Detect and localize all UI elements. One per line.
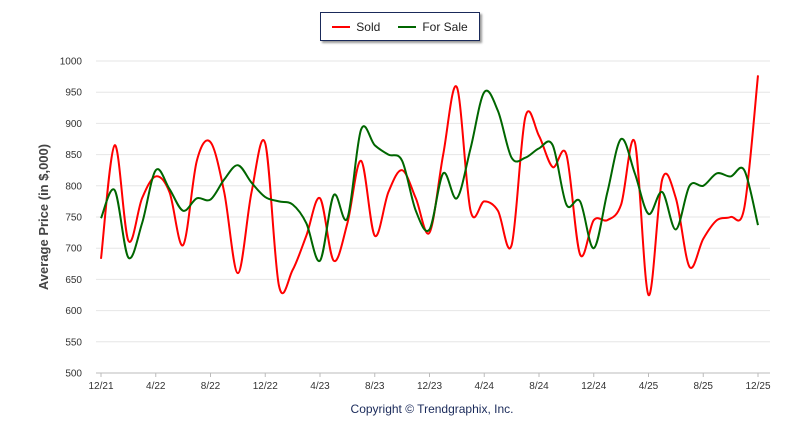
y-tick-label: 650 <box>65 275 82 286</box>
y-tick-label: 1000 <box>60 57 83 68</box>
x-tick-label: 4/22 <box>146 381 166 392</box>
y-tick-label: 800 <box>65 181 82 192</box>
x-tick-label: 4/24 <box>475 381 495 392</box>
y-tick-label: 850 <box>65 150 82 161</box>
x-tick-label: 8/25 <box>694 381 714 392</box>
y-tick-label: 900 <box>65 119 82 130</box>
y-tick-label: 700 <box>65 244 82 255</box>
y-tick-label: 500 <box>65 369 82 380</box>
legend-swatch-sold <box>332 25 351 28</box>
x-tick-label: 4/25 <box>639 381 659 392</box>
x-tick-label: 12/21 <box>88 381 113 392</box>
legend-item-sold[interactable]: Sold <box>332 20 380 34</box>
legend-item-for-sale[interactable]: For Sale <box>398 19 468 34</box>
x-tick-label: 8/22 <box>201 381 221 392</box>
y-tick-label: 750 <box>65 213 82 224</box>
x-tick-label: 12/24 <box>581 381 606 392</box>
x-tick-label: 8/24 <box>529 381 549 392</box>
x-tick-label: 12/22 <box>253 381 278 392</box>
legend-label-for-sale: For Sale <box>422 19 468 34</box>
series-line-for-sale <box>100 89 759 262</box>
legend: Sold For Sale <box>320 12 480 41</box>
x-tick-label: 8/23 <box>365 381 385 392</box>
copyright: Copyright © Trendgraphix, Inc. <box>350 402 514 416</box>
y-tick-label: 550 <box>65 337 82 348</box>
x-tick-label: 12/25 <box>745 381 770 392</box>
legend-swatch-for-sale <box>398 25 417 28</box>
x-tick-label: 4/23 <box>310 381 330 392</box>
x-tick-label: 12/23 <box>417 381 442 392</box>
legend-label-sold: Sold <box>356 19 381 34</box>
y-axis-label: Average Price (in $,000) <box>36 144 51 290</box>
y-tick-label: 600 <box>65 306 82 317</box>
y-tick-label: 950 <box>65 88 82 99</box>
